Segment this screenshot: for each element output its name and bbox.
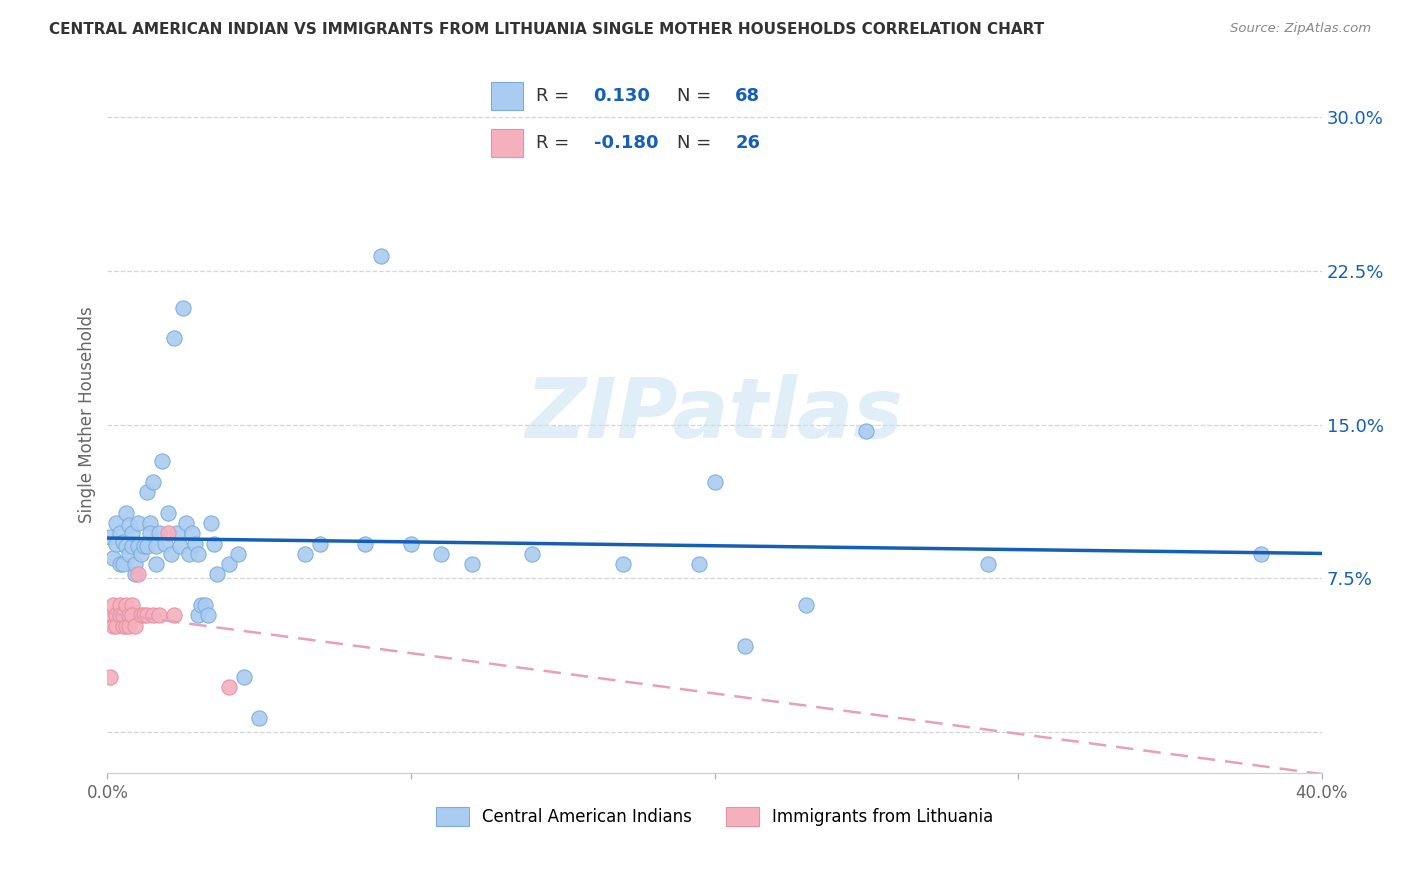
Point (108, 557, 131, 571)
Point (294, 547, 316, 561)
Point (218, 557, 240, 571)
Point (163, 331, 186, 345)
Point (157, 526, 180, 541)
Point (103, 550, 125, 565)
Point (160, 547, 183, 561)
Point (142, 608, 165, 623)
Point (153, 536, 176, 550)
Point (181, 526, 204, 541)
Point (117, 547, 139, 561)
Point (111, 557, 134, 571)
Point (135, 485, 157, 500)
Point (187, 608, 209, 623)
Point (703, 475, 725, 489)
Point (108, 526, 131, 541)
Point (127, 567, 149, 582)
Point (103, 618, 125, 632)
Point (114, 506, 136, 520)
Point (169, 539, 191, 553)
Point (172, 301, 194, 315)
Point (430, 547, 453, 561)
Point (247, 711, 270, 725)
Point (190, 598, 212, 612)
Point (105, 608, 128, 623)
Point (105, 536, 128, 550)
Point (121, 608, 143, 623)
Y-axis label: Single Mother Households: Single Mother Households (79, 306, 96, 523)
Point (124, 567, 146, 582)
Point (522, 547, 544, 561)
Point (129, 608, 152, 623)
Point (111, 618, 134, 632)
Point (135, 608, 157, 623)
Point (111, 608, 134, 623)
Point (132, 539, 155, 553)
Point (105, 516, 128, 530)
Text: Source: ZipAtlas.com: Source: ZipAtlas.com (1230, 22, 1371, 36)
Point (166, 526, 188, 541)
Point (114, 539, 136, 553)
Point (129, 547, 152, 561)
Point (121, 526, 143, 541)
Point (197, 608, 219, 623)
Point (612, 557, 634, 571)
Point (124, 618, 146, 632)
Point (187, 547, 209, 561)
Point (100, 608, 122, 623)
Point (108, 608, 131, 623)
Point (354, 536, 377, 550)
Point (688, 557, 710, 571)
Point (205, 567, 228, 582)
Point (184, 536, 207, 550)
Point (148, 608, 170, 623)
Point (127, 516, 149, 530)
Point (127, 539, 149, 553)
Point (132, 608, 155, 623)
Point (200, 516, 222, 530)
Point (460, 557, 482, 571)
Point (117, 518, 139, 533)
Point (150, 454, 173, 468)
Point (794, 598, 817, 612)
Point (139, 526, 162, 541)
Point (157, 506, 180, 520)
Point (117, 618, 139, 632)
Point (103, 598, 125, 612)
Point (163, 608, 186, 623)
Text: CENTRAL AMERICAN INDIAN VS IMMIGRANTS FROM LITHUANIA SINGLE MOTHER HOUSEHOLDS CO: CENTRAL AMERICAN INDIAN VS IMMIGRANTS FR… (49, 22, 1045, 37)
Point (100, 670, 122, 684)
Point (121, 598, 143, 612)
Point (148, 526, 170, 541)
Point (135, 539, 157, 553)
Point (309, 536, 332, 550)
Point (117, 608, 139, 623)
Point (145, 557, 167, 571)
Point (977, 557, 1000, 571)
Text: ZIPatlas: ZIPatlas (526, 374, 904, 455)
Point (176, 516, 198, 530)
Point (114, 598, 136, 612)
Legend: Central American Indians, Immigrants from Lithuania: Central American Indians, Immigrants fro… (436, 807, 994, 826)
Point (114, 618, 136, 632)
Point (124, 557, 146, 571)
Point (139, 516, 162, 530)
Point (111, 534, 134, 549)
Point (193, 598, 215, 612)
Point (108, 598, 131, 612)
Point (233, 670, 256, 684)
Point (105, 618, 128, 632)
Point (855, 424, 877, 438)
Point (145, 539, 167, 553)
Point (121, 539, 143, 553)
Point (399, 536, 422, 550)
Point (226, 547, 249, 561)
Point (202, 536, 225, 550)
Point (734, 639, 756, 653)
Point (370, 249, 392, 263)
Point (1250, 547, 1272, 561)
Point (218, 680, 240, 694)
Point (100, 530, 122, 544)
Point (179, 547, 201, 561)
Point (142, 475, 165, 489)
